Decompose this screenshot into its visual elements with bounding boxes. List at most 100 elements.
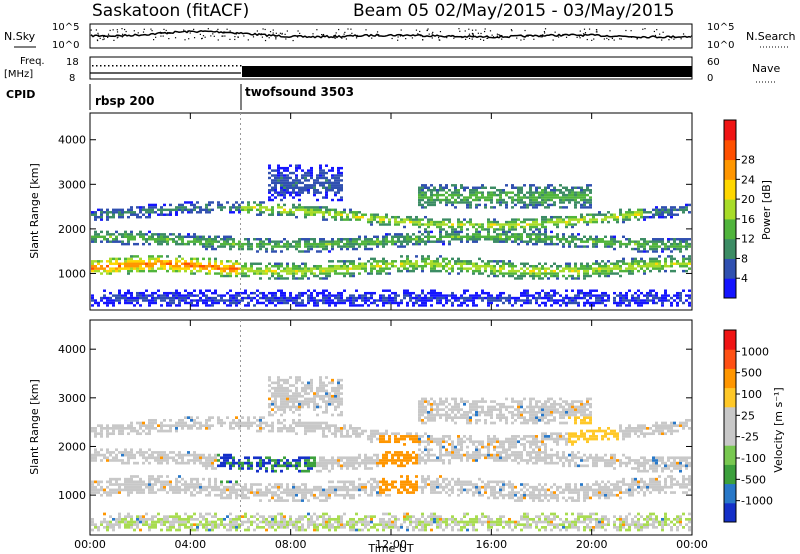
power-cell bbox=[499, 269, 502, 273]
power-cell bbox=[274, 277, 277, 280]
velocity-cell bbox=[175, 491, 178, 494]
power-cell bbox=[91, 213, 94, 216]
power-cell bbox=[481, 260, 484, 263]
power-cell bbox=[292, 272, 295, 275]
power-cell bbox=[460, 220, 463, 224]
power-cell bbox=[670, 296, 673, 300]
velocity-cell bbox=[241, 416, 244, 419]
power-cell bbox=[190, 264, 193, 268]
power-cell bbox=[562, 242, 565, 246]
velocity-cell bbox=[193, 477, 196, 481]
velocity-cell bbox=[271, 464, 274, 468]
power-cell bbox=[121, 240, 124, 243]
nsearch-dot bbox=[540, 36, 542, 38]
power-cell bbox=[322, 213, 325, 216]
power-cell bbox=[361, 213, 364, 216]
velocity-cell bbox=[280, 400, 283, 403]
power-cell bbox=[406, 240, 409, 243]
velocity-cell bbox=[166, 429, 169, 433]
power-cell bbox=[316, 250, 319, 253]
power-cell bbox=[262, 296, 265, 300]
power-cell bbox=[220, 262, 223, 265]
velocity-cell bbox=[127, 526, 130, 529]
velocity-cell bbox=[232, 483, 235, 486]
power-cell bbox=[436, 225, 439, 229]
power-cell bbox=[430, 294, 433, 297]
power-cell bbox=[439, 235, 442, 239]
power-cell bbox=[529, 188, 532, 192]
power-cell bbox=[502, 228, 505, 231]
power-cell bbox=[625, 211, 628, 214]
power-cell bbox=[382, 294, 385, 297]
power-cell bbox=[499, 240, 502, 243]
power-cell bbox=[640, 304, 643, 307]
power-cell bbox=[652, 213, 655, 216]
velocity-cell bbox=[151, 526, 154, 529]
velocity-cell bbox=[115, 459, 118, 462]
power-cell bbox=[391, 301, 394, 305]
velocity-cell bbox=[247, 459, 250, 462]
velocity-cell bbox=[157, 451, 160, 454]
power-cell bbox=[688, 260, 691, 263]
power-cell bbox=[607, 274, 610, 278]
power-cell bbox=[481, 196, 484, 199]
velocity-cell bbox=[103, 488, 106, 492]
power-cell bbox=[496, 220, 499, 224]
power-cell bbox=[499, 260, 502, 263]
power-cell bbox=[586, 193, 589, 197]
power-cell bbox=[445, 299, 448, 302]
power-cell bbox=[442, 296, 445, 300]
power-cell bbox=[619, 294, 622, 297]
power-cell bbox=[292, 188, 295, 192]
power-cell bbox=[577, 196, 580, 199]
power-colorbar-tick-label: 12 bbox=[741, 233, 755, 246]
power-cell bbox=[424, 191, 427, 194]
nsearch-dot bbox=[125, 30, 127, 33]
power-cell bbox=[523, 203, 526, 207]
power-cell bbox=[181, 242, 184, 246]
power-cell bbox=[445, 191, 448, 194]
velocity-cell bbox=[139, 477, 142, 481]
power-cell bbox=[157, 267, 160, 270]
power-cell bbox=[652, 301, 655, 305]
velocity-cell bbox=[205, 459, 208, 462]
nsearch-dot bbox=[579, 30, 581, 32]
power-cell bbox=[301, 208, 304, 212]
velocity-cell bbox=[268, 429, 271, 433]
power-cell bbox=[301, 294, 304, 297]
power-cell bbox=[556, 267, 559, 270]
power-cell bbox=[142, 206, 145, 209]
velocity-cell bbox=[256, 523, 259, 527]
power-cell bbox=[496, 304, 499, 307]
power-cell bbox=[520, 235, 523, 239]
power-cell bbox=[370, 269, 373, 273]
velocity-cell bbox=[229, 512, 232, 516]
velocity-cell bbox=[97, 491, 100, 494]
power-cell bbox=[574, 215, 577, 219]
power-cell bbox=[148, 267, 151, 270]
velocity-cell bbox=[163, 523, 166, 527]
power-cell bbox=[232, 267, 235, 270]
power-cell bbox=[277, 296, 280, 300]
power-cell bbox=[349, 208, 352, 212]
velocity-cell bbox=[235, 515, 238, 518]
power-cell bbox=[319, 277, 322, 280]
power-cell bbox=[472, 304, 475, 307]
power-cell bbox=[172, 269, 175, 273]
velocity-cell bbox=[247, 488, 250, 492]
power-cell bbox=[343, 272, 346, 275]
power-cell bbox=[271, 269, 274, 273]
velocity-cell bbox=[124, 448, 127, 452]
velocity-cell bbox=[238, 461, 241, 465]
power-cell bbox=[580, 198, 583, 202]
power-cell bbox=[373, 240, 376, 243]
power-cell bbox=[370, 240, 373, 243]
power-cell bbox=[370, 272, 373, 275]
velocity-cell bbox=[136, 523, 139, 527]
power-cell bbox=[367, 220, 370, 224]
nsearch-dot bbox=[533, 38, 535, 40]
power-cell bbox=[454, 188, 457, 192]
power-cell bbox=[130, 294, 133, 297]
power-cell bbox=[97, 267, 100, 270]
power-cell bbox=[214, 240, 217, 243]
